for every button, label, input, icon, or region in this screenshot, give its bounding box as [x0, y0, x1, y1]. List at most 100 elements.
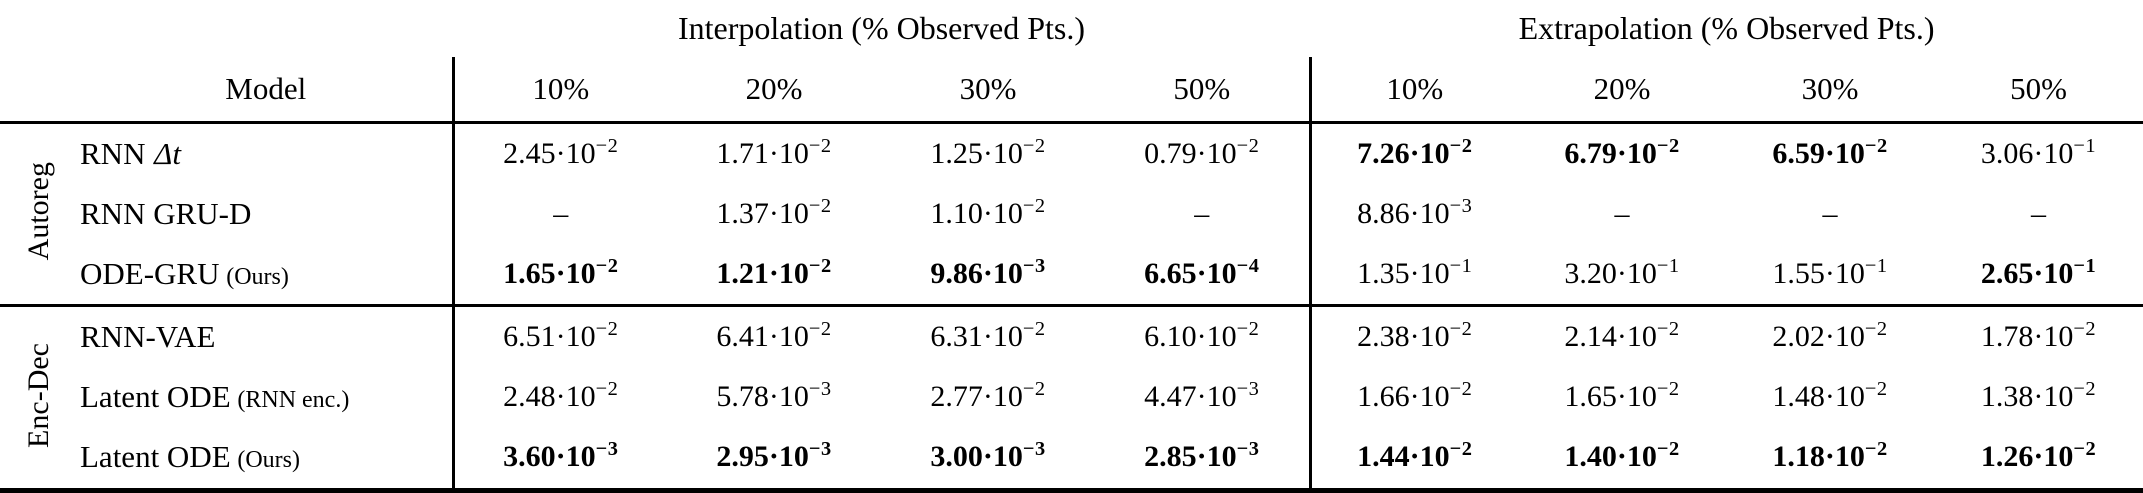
value-mantissa: – — [1614, 197, 1630, 231]
model-name: RNN — [80, 136, 146, 172]
value-cell: – — [1934, 184, 2143, 243]
value-cell: 1.10·10−2 — [881, 184, 1095, 243]
value-mantissa: 1.44·10 — [1357, 440, 1450, 474]
value-exponent: −2 — [808, 318, 832, 341]
value-mantissa: 1.25·10 — [930, 137, 1023, 171]
extrap-col-30: 30% — [1726, 57, 1935, 124]
value-mantissa: 2.65·10 — [1980, 256, 2074, 290]
value-mantissa: 1.10·10 — [930, 197, 1023, 231]
value-exponent: −2 — [1864, 134, 1888, 157]
value-cell: 2.77·10−2 — [881, 368, 1095, 427]
value-cell: 1.44·10−2 — [1308, 426, 1519, 493]
model-name: RNN GRU-D — [80, 196, 252, 232]
model-name-cell: Latent ODE (Ours) — [78, 426, 453, 493]
value-mantissa: 2.45·10 — [503, 137, 596, 171]
value-cell: 1.40·10−2 — [1518, 426, 1727, 493]
model-column-header: Model — [78, 57, 453, 124]
header-spacer — [0, 57, 78, 124]
value-mantissa: 9.86·10 — [930, 256, 1023, 290]
model-name: RNN-VAE — [80, 319, 216, 355]
value-mantissa: 4.47·10 — [1144, 380, 1237, 414]
value-cell: – — [1726, 184, 1934, 243]
value-exponent: −2 — [1449, 378, 1473, 400]
interp-col-50: 50% — [1095, 57, 1311, 124]
row-group-label-text: Enc-Dec — [22, 342, 55, 448]
value-mantissa: 3.00·10 — [930, 440, 1023, 474]
value-exponent: −3 — [1022, 254, 1046, 277]
value-mantissa: 6.65·10 — [1144, 256, 1237, 290]
value-mantissa: 2.77·10 — [930, 380, 1023, 414]
table-row: Enc-Dec RNN-VAE 6.51·10−2 6.41·10−2 6.31·10−… — [0, 305, 2143, 493]
interp-col-20: 20% — [667, 57, 881, 124]
table-row: Autoreg RNN Δt 2.45·10−2 1.71·10−2 1.25·10−2 0… — [0, 122, 2143, 308]
value-exponent: −3 — [595, 438, 619, 461]
value-mantissa: 1.40·10 — [1564, 440, 1657, 474]
value-cell: 2.38·10−2 — [1308, 305, 1519, 368]
value-mantissa: 2.85·10 — [1144, 440, 1237, 474]
value-cell: 2.48·10−2 — [451, 367, 667, 427]
row-group-enc-dec: Enc-Dec RNN-VAE 6.51·10−2 6.41·10−2 6.31·10−… — [0, 305, 2143, 493]
value-mantissa: 2.02·10 — [1772, 320, 1865, 354]
value-mantissa: 1.35·10 — [1357, 256, 1450, 290]
value-cell: 1.65·10−2 — [451, 243, 667, 308]
value-cell: 6.79·10−2 — [1518, 123, 1726, 185]
value-exponent: −2 — [808, 194, 832, 217]
value-exponent: −2 — [1656, 438, 1680, 461]
value-exponent: −1 — [1864, 254, 1888, 277]
value-exponent: −2 — [808, 254, 832, 277]
value-exponent: −1 — [1449, 254, 1473, 277]
value-exponent: −3 — [1022, 438, 1046, 461]
value-exponent: −2 — [1022, 378, 1046, 400]
value-cell: 2.65·10−1 — [1934, 243, 2143, 308]
value-mantissa: 6.59·10 — [1772, 137, 1865, 171]
value-cell: 2.45·10−2 — [451, 122, 667, 185]
value-mantissa: 1.38·10 — [1980, 380, 2074, 414]
interp-col-10: 10% — [451, 57, 667, 124]
value-cell: 6.10·10−2 — [1095, 306, 1310, 368]
value-cell: 1.71·10−2 — [667, 123, 881, 185]
value-exponent: −2 — [1864, 318, 1888, 341]
value-exponent: −2 — [808, 134, 832, 157]
value-cell: 0.79·10−2 — [1095, 123, 1310, 185]
value-cell: 3.00·10−3 — [881, 426, 1095, 493]
value-cell: 6.59·10−2 — [1726, 123, 1934, 185]
value-cell: 1.35·10−1 — [1308, 243, 1519, 308]
extrap-col-20: 20% — [1518, 57, 1727, 124]
value-cell: 2.95·10−3 — [667, 426, 881, 493]
value-mantissa: 8.86·10 — [1357, 197, 1450, 231]
model-name: ODE-GRU — [80, 255, 220, 291]
value-exponent: −2 — [1449, 318, 1473, 341]
interpolation-group-title: Interpolation (% Observed Pts.) — [678, 10, 1086, 46]
model-note: (Ours) — [237, 447, 301, 474]
value-mantissa: 1.71·10 — [716, 137, 809, 171]
row-group-label: Enc-Dec — [0, 305, 78, 493]
value-mantissa: 1.26·10 — [1980, 440, 2074, 474]
column-header-row: Model 10% 20% 30% 50% 10% 20% 30% 50% — [0, 57, 2143, 124]
value-exponent: −4 — [1236, 254, 1260, 277]
model-name-cell: Latent ODE (RNN enc.) — [78, 368, 453, 427]
value-mantissa: – — [2031, 197, 2047, 231]
value-mantissa: 2.95·10 — [716, 440, 809, 474]
value-mantissa: 6.10·10 — [1144, 320, 1237, 354]
value-mantissa: – — [1822, 197, 1838, 231]
value-cell: 7.26·10−2 — [1308, 122, 1519, 185]
value-cell: 1.21·10−2 — [667, 243, 881, 308]
value-mantissa: 3.60·10 — [503, 440, 596, 474]
value-cell: 2.02·10−2 — [1726, 306, 1934, 368]
value-cell: 6.65·10−4 — [1095, 243, 1311, 308]
header-spacer — [0, 0, 453, 57]
value-cell: 6.31·10−2 — [881, 306, 1095, 368]
value-cell: 1.66·10−2 — [1308, 367, 1519, 427]
value-exponent: −2 — [1449, 438, 1473, 461]
value-exponent: −2 — [1022, 318, 1046, 341]
value-mantissa: 6.31·10 — [930, 320, 1023, 354]
value-mantissa: 1.66·10 — [1357, 380, 1450, 414]
value-cell: 6.51·10−2 — [451, 305, 667, 368]
value-mantissa: 1.37·10 — [716, 197, 809, 231]
value-mantissa: – — [553, 197, 569, 231]
value-exponent: −2 — [1022, 194, 1046, 217]
extrapolation-group-title: Extrapolation (% Observed Pts.) — [1518, 10, 1935, 46]
value-cell: 8.86·10−3 — [1308, 184, 1519, 244]
value-mantissa: 2.38·10 — [1357, 320, 1450, 354]
value-cell: 1.38·10−2 — [1934, 368, 2143, 427]
